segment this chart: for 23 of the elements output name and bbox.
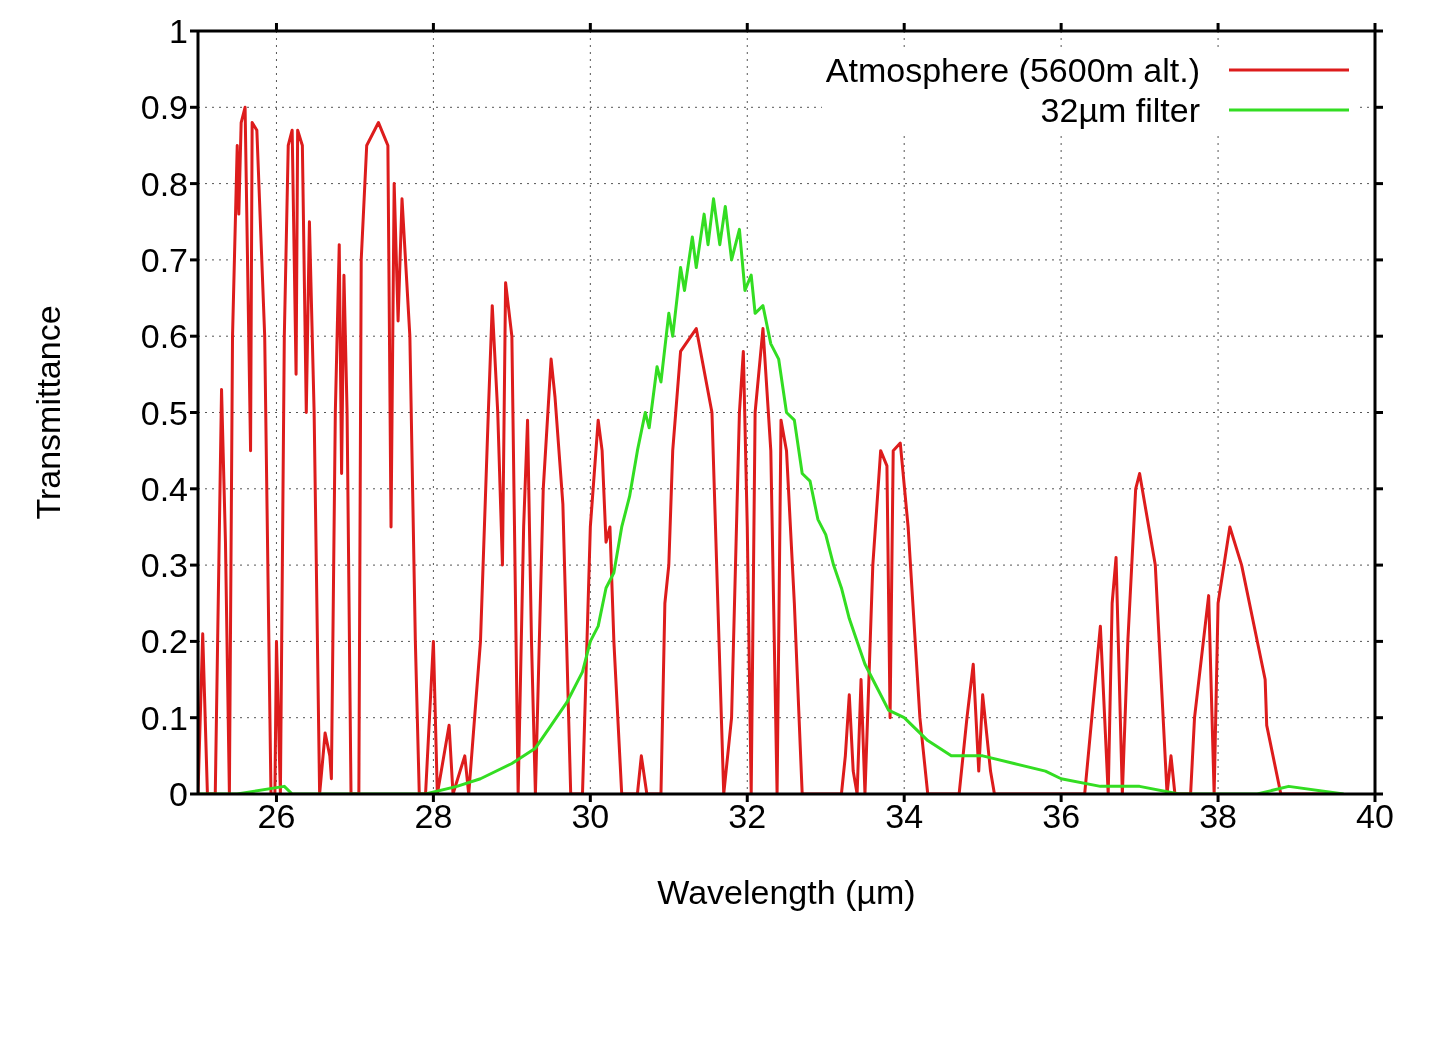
y-tick-label: 0.6 bbox=[140, 317, 188, 356]
y-tick-label: 0.5 bbox=[140, 393, 188, 432]
x-tick-label: 34 bbox=[885, 797, 924, 836]
y-tick-label: 0.4 bbox=[140, 469, 188, 508]
y-tick-label: 0.3 bbox=[140, 546, 188, 585]
x-tick-label: 26 bbox=[257, 797, 296, 836]
legend-label: Atmosphere (5600m alt.) bbox=[825, 50, 1200, 90]
x-tick-label: 30 bbox=[571, 797, 610, 836]
y-axis-title: Transmittance bbox=[29, 305, 68, 520]
y-tick-label: 0.8 bbox=[140, 164, 188, 203]
x-axis-title: Wavelength (µm) bbox=[657, 873, 916, 911]
y-tick-label: 0.9 bbox=[140, 88, 188, 127]
x-tick-label: 40 bbox=[1356, 797, 1394, 836]
y-tick-label: 0.1 bbox=[140, 698, 188, 737]
y-tick-label: 1 bbox=[169, 12, 188, 51]
x-tick-label: 28 bbox=[414, 797, 453, 836]
x-tick-label: 32 bbox=[728, 797, 767, 836]
y-tick-label: 0 bbox=[169, 775, 188, 814]
x-tick-label: 38 bbox=[1199, 797, 1237, 836]
legend-label: 32µm filter bbox=[1040, 90, 1200, 130]
y-tick-label: 0.7 bbox=[140, 240, 188, 279]
x-tick-label: 36 bbox=[1042, 797, 1081, 836]
y-tick-label: 0.2 bbox=[140, 622, 188, 661]
